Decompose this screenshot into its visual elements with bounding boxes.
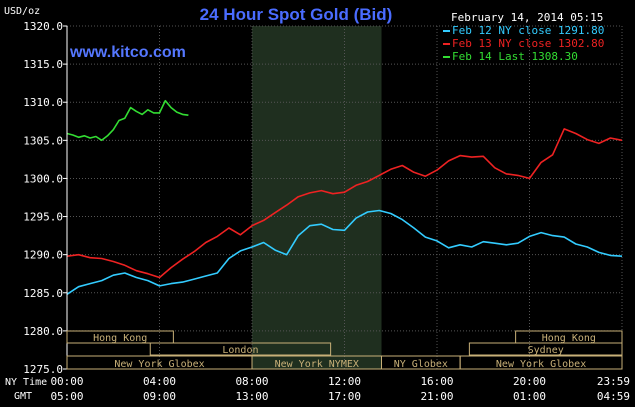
- x-tick-label-gmt: 17:00: [328, 390, 361, 403]
- session-box: [459, 355, 623, 370]
- series-line-3: [66, 99, 189, 142]
- session-box: [66, 330, 174, 344]
- y-tick-label: 1305.0: [23, 134, 63, 147]
- x-tick-label-gmt: 01:00: [513, 390, 546, 403]
- axes-layer: 1275.0 1280.0 1285.0 1290.0 1295.0 1300.0 1305…: [23, 20, 630, 403]
- session-label: London: [222, 345, 258, 356]
- x-tick-label-gmt: 04:59: [597, 390, 630, 403]
- y-tick-label: 1280.0: [23, 325, 63, 338]
- x-tick-label-gmt: 13:00: [235, 390, 268, 403]
- y-tick-label: 1300.0: [23, 172, 63, 185]
- market-sessions: Hong Kong Hong Kong London Sydney New York G…: [66, 330, 623, 370]
- chart-date: February 14, 2014 05:15: [451, 11, 603, 24]
- legend-entry: Feb 14 Last 1308.30: [452, 50, 578, 63]
- site-watermark: www.kitco.com: [69, 44, 186, 61]
- x-tick-label-gmt: 21:00: [420, 390, 453, 403]
- session-label: New York Globex: [496, 359, 586, 370]
- legend-entry: Feb 12 NY close 1291.80: [452, 24, 604, 37]
- series-layer: [66, 99, 623, 295]
- y-tick-label: 1315.0: [23, 58, 63, 71]
- y-axis-label: USD/oz: [4, 6, 40, 17]
- chart-title: 24 Hour Spot Gold (Bid): [200, 5, 393, 24]
- grid-lines: [66, 25, 623, 370]
- x-tick-label-ny: 08:00: [235, 375, 268, 388]
- x-tick-label-ny: 04:00: [143, 375, 176, 388]
- nymex-shaded-region: [252, 26, 382, 369]
- x-axis-row2-label: GMT: [14, 391, 32, 402]
- session-box: [149, 342, 332, 356]
- y-tick-label: 1290.0: [23, 249, 63, 262]
- session-label: New York Globex: [114, 359, 204, 370]
- session-box: [468, 342, 623, 356]
- y-tick-label: 1310.0: [23, 96, 63, 109]
- chart-background: [252, 26, 382, 369]
- x-tick-label-ny: 23:59: [597, 375, 630, 388]
- session-label: Sydney: [528, 345, 564, 356]
- x-tick-label-ny: 00:00: [50, 375, 83, 388]
- series-line-1: [66, 209, 623, 295]
- x-axis-row1-label: NY Time: [5, 377, 47, 388]
- y-tick-label: 1285.0: [23, 287, 63, 300]
- y-tick-label: 1295.0: [23, 211, 63, 224]
- y-tick-label: 1320.0: [23, 20, 63, 33]
- session-label: Hong Kong: [93, 333, 147, 344]
- legend-entry: Feb 13 NY close 1302.80: [452, 37, 604, 50]
- y-tick-label: 1275.0: [23, 363, 63, 376]
- session-label: New York NYMEX: [275, 359, 359, 370]
- x-tick-label-ny: 20:00: [513, 375, 546, 388]
- x-tick-label-ny: 16:00: [420, 375, 453, 388]
- x-tick-label-ny: 12:00: [328, 375, 361, 388]
- x-tick-label-gmt: 09:00: [143, 390, 176, 403]
- chart-text: USD/oz 24 Hour Spot Gold (Bid) www.kitco…: [4, 5, 603, 402]
- series-line-2: [66, 128, 623, 279]
- session-label: Hong Kong: [542, 333, 596, 344]
- session-label: NY Globex: [394, 359, 448, 370]
- x-tick-label-gmt: 05:00: [50, 390, 83, 403]
